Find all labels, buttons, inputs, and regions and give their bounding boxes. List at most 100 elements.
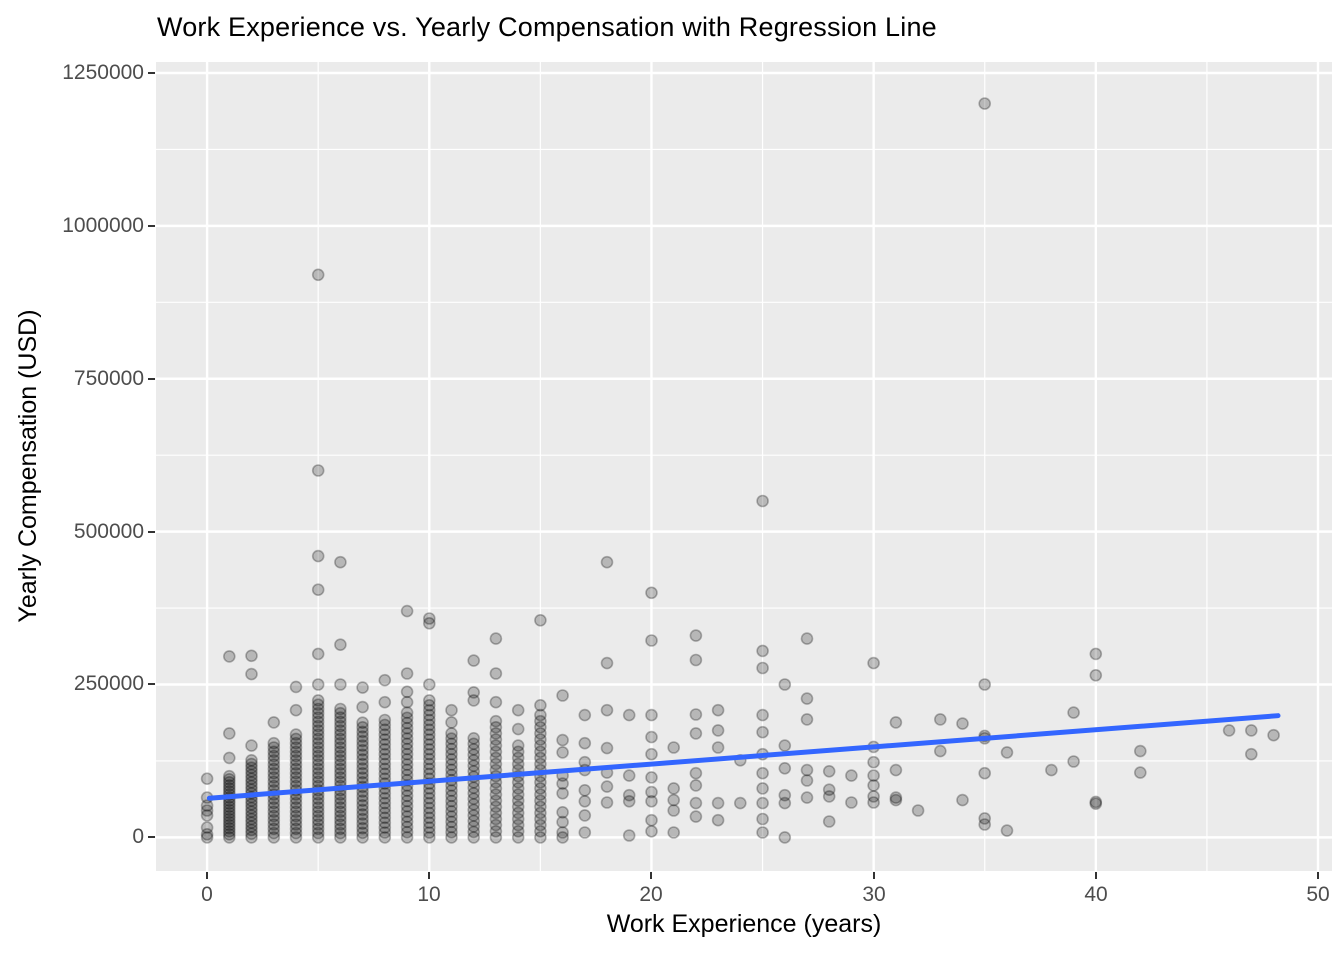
data-point — [422, 796, 436, 810]
data-point — [489, 695, 503, 709]
data-point — [400, 742, 414, 756]
data-point — [800, 763, 814, 777]
data-point — [422, 742, 436, 756]
data-point — [356, 716, 369, 730]
data-point — [445, 737, 458, 751]
data-point — [356, 700, 369, 714]
data-point — [622, 794, 636, 808]
data-point — [400, 716, 414, 730]
data-point — [378, 786, 392, 800]
data-point — [556, 777, 569, 790]
data-point — [400, 721, 414, 735]
data-point — [889, 763, 903, 777]
data-point — [311, 792, 325, 806]
data-point — [534, 782, 547, 795]
data-point — [334, 809, 347, 823]
data-point — [245, 820, 258, 833]
data-point — [1089, 797, 1103, 811]
data-point — [245, 827, 258, 841]
x-tick-label: 40 — [1084, 883, 1108, 906]
data-point — [756, 782, 769, 795]
data-point — [245, 779, 258, 793]
data-point — [1133, 744, 1147, 758]
data-point — [267, 805, 281, 819]
data-point — [378, 806, 392, 820]
data-point — [378, 821, 392, 834]
data-point — [400, 685, 414, 699]
data-point — [645, 771, 658, 784]
data-point — [289, 775, 303, 789]
data-point — [378, 801, 392, 815]
data-point — [445, 789, 458, 803]
data-point — [245, 797, 258, 811]
data-point — [223, 821, 236, 835]
data-point — [489, 788, 503, 801]
data-point — [1067, 755, 1080, 768]
data-point — [311, 749, 325, 763]
y-tick-mark — [148, 225, 155, 227]
data-point — [311, 805, 325, 819]
data-point — [400, 820, 414, 834]
data-point — [422, 694, 436, 707]
data-point — [200, 772, 214, 786]
data-point — [378, 767, 392, 781]
data-point — [245, 823, 258, 837]
data-point — [400, 825, 414, 839]
data-point — [489, 818, 503, 832]
y-tick-label: 250000 — [73, 672, 144, 695]
data-point — [356, 766, 369, 780]
data-point — [756, 725, 769, 739]
data-point — [334, 638, 347, 652]
regression-line — [206, 713, 1281, 801]
data-point — [467, 753, 481, 767]
data-point — [422, 612, 436, 625]
x-tick-label: 0 — [201, 883, 213, 906]
data-point — [334, 771, 347, 784]
data-point — [378, 762, 392, 776]
data-point — [511, 703, 525, 717]
data-point — [445, 831, 458, 844]
data-point — [600, 555, 614, 569]
data-point — [534, 613, 547, 627]
data-point — [933, 744, 947, 758]
data-point — [334, 741, 347, 754]
data-point — [311, 813, 325, 827]
data-point — [267, 762, 281, 776]
data-point — [400, 805, 414, 818]
data-point — [422, 703, 436, 717]
data-point — [489, 745, 503, 759]
plot-canvas — [156, 62, 1332, 871]
data-point — [311, 741, 325, 754]
data-point — [334, 753, 347, 767]
data-point — [445, 805, 458, 818]
data-point — [1267, 728, 1280, 742]
x-tick-mark — [1317, 872, 1319, 879]
data-point — [756, 826, 769, 839]
data-point — [356, 789, 369, 803]
data-point — [711, 724, 725, 737]
data-point — [289, 826, 303, 840]
data-point — [311, 711, 325, 724]
data-point — [245, 809, 258, 822]
data-point — [622, 829, 636, 842]
data-point — [356, 743, 369, 757]
data-point — [267, 771, 281, 784]
data-point — [223, 827, 236, 841]
data-point — [289, 766, 303, 780]
data-point — [334, 766, 347, 780]
data-point — [289, 805, 303, 819]
data-point — [223, 772, 236, 786]
y-tick-mark — [148, 531, 155, 533]
data-point — [289, 745, 303, 759]
data-point — [311, 766, 325, 780]
x-tick-label: 30 — [862, 883, 886, 906]
data-point — [378, 742, 392, 756]
data-point — [200, 809, 214, 822]
data-point — [334, 715, 347, 729]
data-point — [689, 766, 703, 780]
data-point — [822, 764, 836, 778]
data-point — [378, 695, 392, 709]
data-point — [467, 814, 481, 828]
data-point — [445, 815, 458, 829]
data-point — [267, 736, 281, 750]
